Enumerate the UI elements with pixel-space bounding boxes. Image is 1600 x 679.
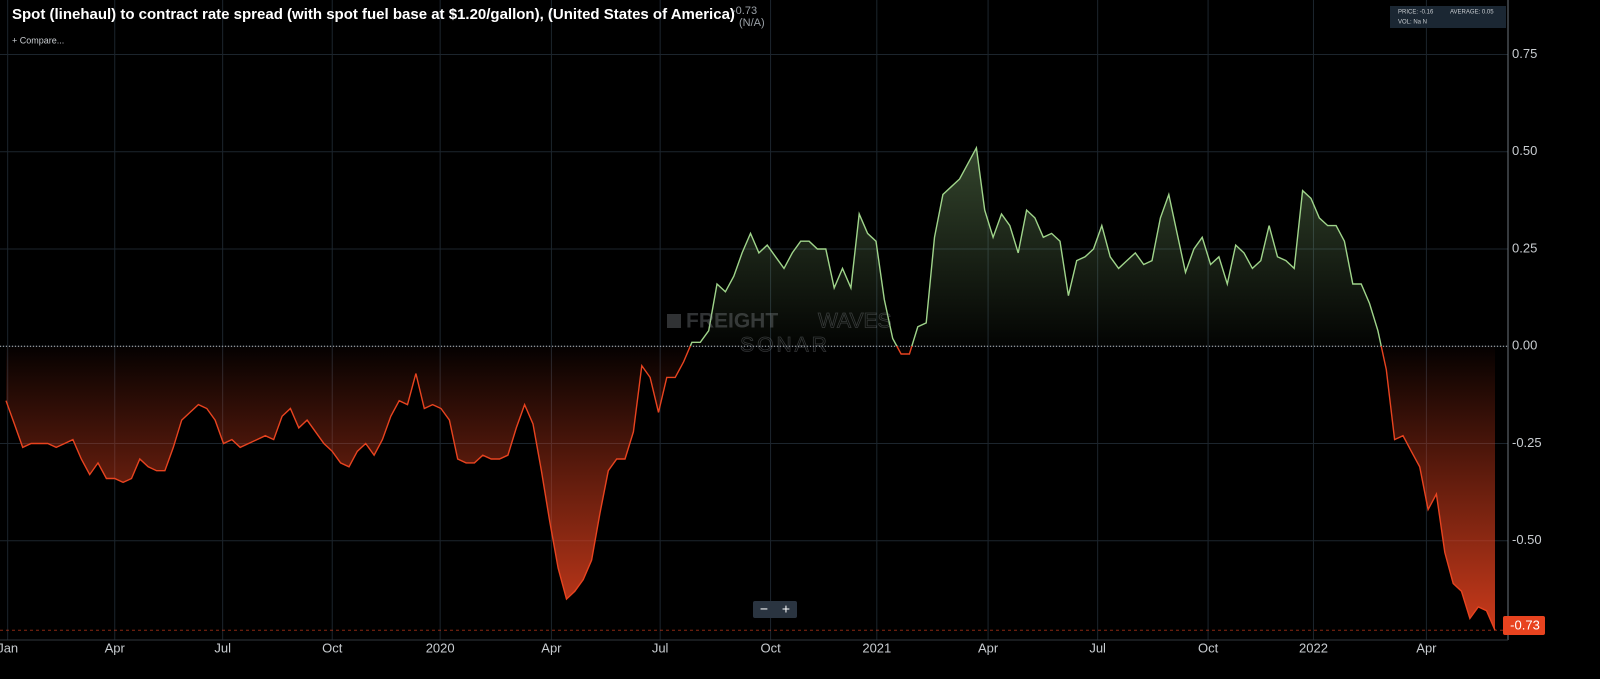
compare-button[interactable]: + Compare... <box>12 35 64 45</box>
watermark-brand: FREIGHT <box>686 310 778 333</box>
y-tick-label: 0.75 <box>1512 46 1537 61</box>
info-average: AVERAGE: 0.05 <box>1450 10 1494 16</box>
x-tick-label: Apr <box>1416 640 1437 655</box>
area <box>6 147 1495 631</box>
info-vol: VOL: Na N <box>1398 20 1427 26</box>
x-tick-label: Jul <box>652 640 669 655</box>
y-tick-label: 0.00 <box>1512 338 1537 353</box>
x-tick-label: 2020 <box>426 640 455 655</box>
watermark: FREIGHT WAVES SONAR <box>667 309 892 357</box>
x-tick-label: Jul <box>1089 640 1106 655</box>
current-value: -0.73 <box>732 5 757 17</box>
y-tick-label: 0.50 <box>1512 143 1537 158</box>
zoom-out-button[interactable]: − <box>760 601 768 617</box>
x-tick-label: Apr <box>541 640 562 655</box>
last-value-label: -0.73 <box>1510 617 1540 632</box>
watermark-product: SONAR <box>740 334 830 357</box>
change: (N/A) <box>739 17 765 29</box>
y-tick-label: -0.25 <box>1512 435 1542 450</box>
last-value-box <box>1503 616 1545 635</box>
y-tick-label: -0.50 <box>1512 532 1542 547</box>
x-tick-label: 2021 <box>862 640 891 655</box>
x-tick-label: Apr <box>978 640 999 655</box>
watermark-brand: WAVES <box>818 310 892 333</box>
zoom-bar <box>753 601 797 618</box>
x-tick-label: Apr <box>105 640 126 655</box>
zoom-in-button[interactable]: + <box>782 601 790 617</box>
x-tick-label: Jan <box>0 640 18 655</box>
line <box>5 145 1496 631</box>
chart-title: Spot (linehaul) to contract rate spread … <box>12 6 735 23</box>
x-tick-label: 2022 <box>1299 640 1328 655</box>
info-price: PRICE: -0.16 <box>1398 10 1434 16</box>
x-tick-label: Oct <box>1198 640 1219 655</box>
x-tick-label: Oct <box>760 640 781 655</box>
info-box <box>1390 6 1506 28</box>
x-tick-label: Jul <box>214 640 231 655</box>
x-tick-label: Oct <box>322 640 343 655</box>
watermark-icon <box>667 314 681 328</box>
y-tick-label: 0.25 <box>1512 240 1537 255</box>
